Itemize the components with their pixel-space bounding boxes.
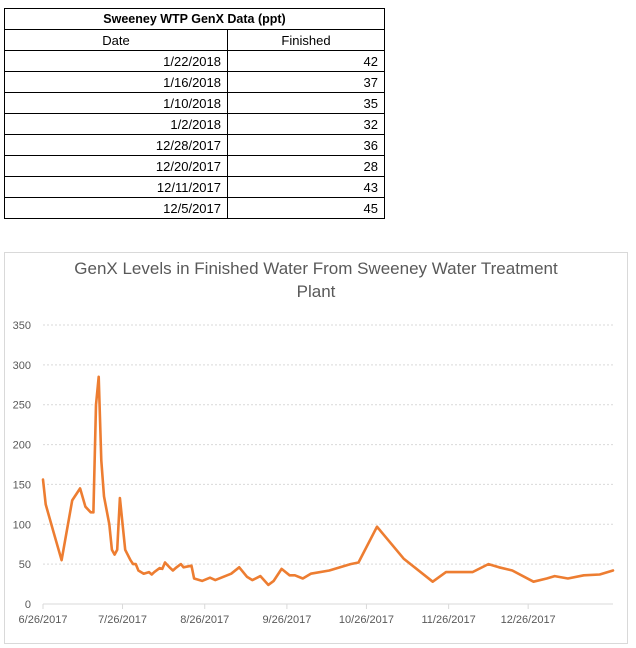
genx-data-table: Sweeney WTP GenX Data (ppt) Date Finishe…	[4, 8, 385, 219]
cell-finished: 45	[227, 197, 385, 219]
table-row: 12/11/2017 43	[4, 176, 385, 198]
cell-finished: 35	[227, 92, 385, 114]
table-row: 1/16/2018 37	[4, 71, 385, 93]
table-row: 1/2/2018 32	[4, 113, 385, 135]
y-tick-label: 250	[13, 400, 31, 412]
chart-title: GenX Levels in Finished Water From Sween…	[5, 257, 627, 303]
cell-finished: 42	[227, 50, 385, 72]
chart-title-line-2: Plant	[296, 282, 336, 301]
series-line-finished	[41, 375, 615, 587]
x-tick-label: 10/26/2017	[339, 614, 394, 626]
y-tick-label: 200	[13, 440, 31, 452]
x-axis-ticks: 6/26/2017 7/26/2017 8/26/2017 9/26/2017 10/2…	[19, 604, 556, 626]
cell-finished: 32	[227, 113, 385, 135]
x-tick-label: 12/26/2017	[501, 614, 556, 626]
table-row: 12/20/2017 28	[4, 155, 385, 177]
cell-date: 12/5/2017	[4, 197, 228, 219]
table-header-row: Date Finished	[4, 29, 385, 51]
y-tick-label: 50	[19, 559, 31, 571]
y-tick-label: 100	[13, 519, 31, 531]
table-row: 1/10/2018 35	[4, 92, 385, 114]
y-tick-label: 150	[13, 479, 31, 491]
cell-date: 1/10/2018	[4, 92, 228, 114]
table-row: 12/5/2017 45	[4, 197, 385, 219]
y-tick-label: 350	[13, 320, 31, 332]
chart-title-line-1: GenX Levels in Finished Water From Sween…	[74, 259, 558, 278]
y-axis-ticks: 0 50 100 150 200 250 300 350	[13, 320, 31, 611]
cell-date: 12/20/2017	[4, 155, 228, 177]
x-tick-label: 7/26/2017	[98, 614, 147, 626]
cell-finished: 37	[227, 71, 385, 93]
table-row: 1/22/2018 42	[4, 50, 385, 72]
gridlines	[43, 324, 613, 565]
x-tick-label: 6/26/2017	[19, 614, 68, 626]
cell-date: 12/11/2017	[4, 176, 228, 198]
chart-plot-area: 0 50 100 150 200 250 300 350 6/26/2017 7/26/2017…	[13, 320, 615, 626]
column-header-finished: Finished	[227, 29, 385, 51]
y-tick-label: 300	[13, 360, 31, 372]
cell-date: 1/2/2018	[4, 113, 228, 135]
cell-finished: 43	[227, 176, 385, 198]
x-tick-label: 8/26/2017	[180, 614, 229, 626]
cell-date: 1/16/2018	[4, 71, 228, 93]
cell-finished: 28	[227, 155, 385, 177]
x-tick-label: 9/26/2017	[262, 614, 311, 626]
series	[41, 375, 615, 587]
column-header-date: Date	[4, 29, 228, 51]
genx-line-chart: GenX Levels in Finished Water From Sween…	[4, 252, 628, 644]
table-title: Sweeney WTP GenX Data (ppt)	[4, 8, 385, 30]
cell-date: 12/28/2017	[4, 134, 228, 156]
cell-date: 1/22/2018	[4, 50, 228, 72]
cell-finished: 36	[227, 134, 385, 156]
x-tick-label: 11/26/2017	[422, 614, 476, 626]
y-tick-label: 0	[25, 599, 31, 611]
table-row: 12/28/2017 36	[4, 134, 385, 156]
table-title-row: Sweeney WTP GenX Data (ppt)	[4, 8, 385, 30]
